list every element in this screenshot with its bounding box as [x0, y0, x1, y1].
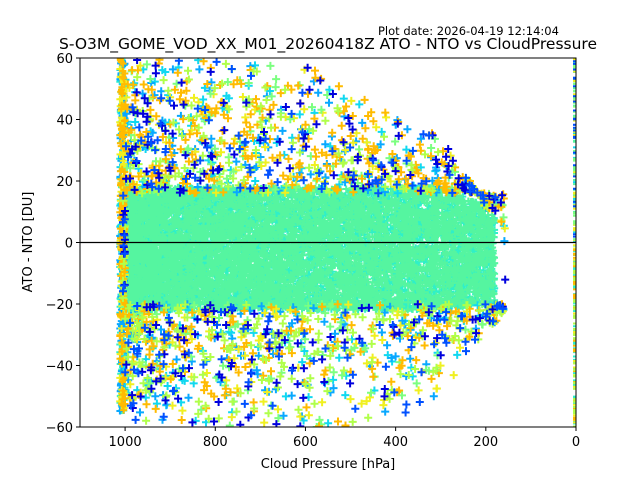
y-tick-label: 20 [56, 175, 73, 190]
y-tick-label: −20 [46, 298, 73, 313]
x-tick-label: 800 [203, 435, 228, 450]
y-axis: 60 40 20 0 −20 −40 −60 [46, 52, 80, 436]
x-axis-label: Cloud Pressure [hPa] [261, 457, 396, 472]
y-tick-label: −40 [46, 360, 73, 375]
scatter-marker-group [118, 59, 576, 427]
x-axis: 1000 800 600 400 200 0 [109, 427, 580, 450]
x-tick-label: 600 [293, 435, 318, 450]
x-tick-label: 0 [572, 435, 580, 450]
scatter-marker-group [119, 58, 576, 424]
scatter-marker-group [121, 61, 576, 314]
y-tick-label: 60 [56, 52, 73, 67]
x-tick-label: 1000 [109, 435, 142, 450]
y-tick-label: 0 [65, 237, 73, 252]
x-tick-label: 400 [383, 435, 408, 450]
data-points [116, 58, 576, 427]
y-axis-label: ATO - NTO [DU] [21, 192, 36, 293]
x-tick-label: 200 [473, 435, 498, 450]
plot-date: Plot date: 2026-04-19 12:14:04 [378, 24, 559, 38]
y-tick-label: −60 [46, 421, 73, 436]
y-tick-label: 40 [56, 114, 73, 129]
chart-title: S-O3M_GOME_VOD_XX_M01_20260418Z ATO - NT… [59, 35, 597, 54]
